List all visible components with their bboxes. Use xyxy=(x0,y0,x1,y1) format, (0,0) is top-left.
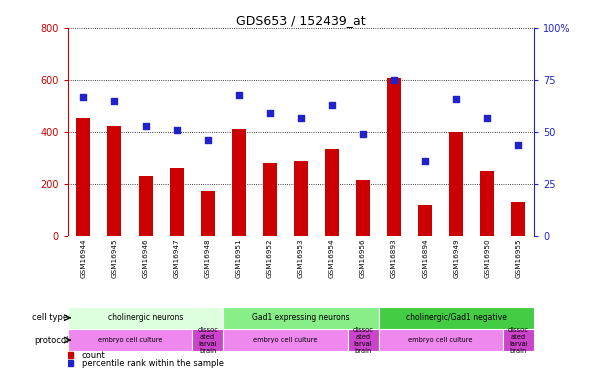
Text: percentile rank within the sample: percentile rank within the sample xyxy=(82,359,224,368)
Bar xyxy=(325,149,339,236)
Text: GSM16894: GSM16894 xyxy=(422,238,428,278)
Text: GSM16953: GSM16953 xyxy=(298,238,304,278)
Bar xyxy=(480,171,494,236)
Point xyxy=(358,131,368,137)
Text: GSM16893: GSM16893 xyxy=(391,238,397,278)
Text: GSM16949: GSM16949 xyxy=(453,238,459,278)
Bar xyxy=(387,78,401,236)
Text: GSM16946: GSM16946 xyxy=(143,238,149,278)
Text: Gad1 expressing neurons: Gad1 expressing neurons xyxy=(252,313,350,322)
Bar xyxy=(223,307,379,329)
Text: cholinergic/Gad1 negative: cholinergic/Gad1 negative xyxy=(406,313,507,322)
Point xyxy=(451,96,461,102)
Bar xyxy=(348,329,379,351)
Text: dissoc
ated
larval
brain: dissoc ated larval brain xyxy=(353,327,373,354)
Bar xyxy=(418,205,432,236)
Point xyxy=(110,98,119,104)
Bar xyxy=(201,190,215,236)
Text: count: count xyxy=(82,351,106,360)
Text: GSM16950: GSM16950 xyxy=(484,238,490,278)
Text: GSM16945: GSM16945 xyxy=(112,238,117,278)
Bar xyxy=(232,129,246,236)
Text: GSM16955: GSM16955 xyxy=(516,238,522,278)
Bar xyxy=(503,329,534,351)
Text: cell type: cell type xyxy=(32,313,68,322)
Text: dissoc
ated
larval
brain: dissoc ated larval brain xyxy=(197,327,218,354)
Bar xyxy=(379,329,503,351)
Point xyxy=(141,123,150,129)
Bar xyxy=(223,329,348,351)
Bar xyxy=(379,307,534,329)
Bar xyxy=(512,202,526,236)
Bar xyxy=(356,180,370,236)
Bar xyxy=(192,329,223,351)
Text: embryo cell culture: embryo cell culture xyxy=(98,337,162,343)
Bar xyxy=(294,160,308,236)
Text: GSM16951: GSM16951 xyxy=(236,238,242,278)
Text: GSM16947: GSM16947 xyxy=(173,238,179,278)
Bar xyxy=(68,307,223,329)
Text: protocol: protocol xyxy=(34,336,68,345)
Point xyxy=(203,137,212,143)
Text: dissoc
ated
larval
brain: dissoc ated larval brain xyxy=(508,327,529,354)
Point xyxy=(483,114,492,120)
Point xyxy=(234,92,244,98)
Bar xyxy=(139,176,153,236)
Point xyxy=(265,110,274,116)
Text: GSM16956: GSM16956 xyxy=(360,238,366,278)
Bar xyxy=(107,126,122,236)
Text: embryo cell culture: embryo cell culture xyxy=(408,337,473,343)
Bar xyxy=(68,329,192,351)
Bar xyxy=(76,118,90,236)
Bar xyxy=(263,163,277,236)
Point xyxy=(78,94,88,100)
Point xyxy=(296,114,306,120)
Point xyxy=(172,127,181,133)
Point xyxy=(389,77,399,83)
Point xyxy=(327,102,337,108)
Text: GSM16952: GSM16952 xyxy=(267,238,273,278)
Bar xyxy=(169,168,183,236)
Text: GSM16954: GSM16954 xyxy=(329,238,335,278)
Title: GDS653 / 152439_at: GDS653 / 152439_at xyxy=(236,14,366,27)
Text: GSM16944: GSM16944 xyxy=(80,238,86,278)
Text: cholinergic neurons: cholinergic neurons xyxy=(108,313,183,322)
Bar xyxy=(449,132,463,236)
Point xyxy=(514,142,523,148)
Text: GSM16948: GSM16948 xyxy=(205,238,211,278)
Point xyxy=(421,158,430,164)
Text: embryo cell culture: embryo cell culture xyxy=(253,337,317,343)
